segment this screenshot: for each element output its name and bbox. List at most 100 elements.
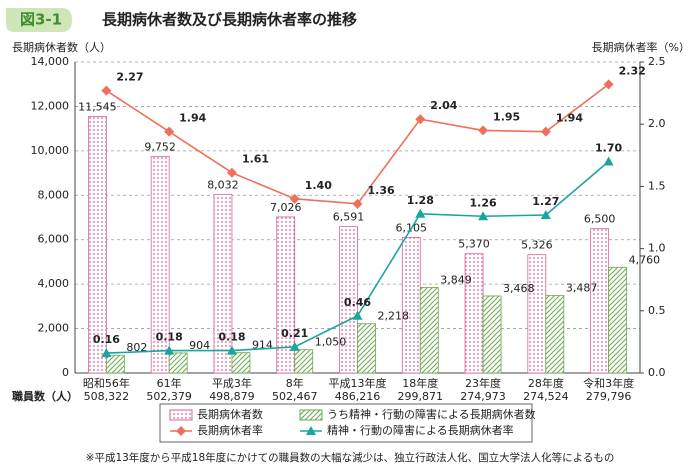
bar — [401, 236, 421, 374]
line-marker — [603, 156, 614, 166]
staff-count: 502,467 — [272, 390, 318, 403]
bar-value-label: 1,050 — [315, 336, 347, 349]
staff-count: 274,524 — [523, 390, 569, 403]
legend-marker — [306, 426, 316, 435]
bar — [294, 349, 314, 374]
line-marker — [289, 193, 300, 204]
legend-swatch — [299, 409, 323, 421]
x-tick-label: 28年度 — [528, 376, 564, 390]
bar — [357, 323, 376, 374]
y-tick-label: 6,000 — [38, 233, 70, 246]
footnote: ※平成13年度から平成18年度にかけての職員数の大幅な減少は、独立行政法人化、国… — [86, 451, 615, 464]
y-tick-label: 14,000 — [31, 55, 70, 68]
bar-value-label: 8,032 — [207, 179, 239, 192]
line-value-label: 0.21 — [281, 327, 308, 340]
x-tick-label: 18年度 — [402, 376, 438, 390]
bar — [105, 354, 125, 374]
bar — [213, 194, 233, 374]
legend-marker — [176, 426, 186, 436]
x-tick-label: 8年 — [286, 376, 304, 390]
chart-title: 長期病休者数及び長期病休者率の推移 — [102, 11, 357, 29]
legend-swatch — [169, 409, 193, 421]
bar-value-label: 2,218 — [378, 310, 410, 323]
line-value-label: 0.46 — [344, 296, 371, 309]
y2-tick-label: 2.0 — [648, 117, 666, 130]
bar-value-label: 904 — [189, 339, 210, 352]
staff-count: 502,379 — [146, 390, 192, 403]
line-value-label: 1.27 — [532, 195, 559, 208]
line-value-label: 0.16 — [93, 333, 120, 346]
line-marker — [164, 126, 175, 137]
bar — [276, 216, 296, 374]
line-marker — [226, 167, 237, 178]
bar — [482, 295, 502, 374]
line-marker — [603, 79, 614, 90]
line-marker — [352, 198, 363, 209]
line-value-label: 0.18 — [218, 331, 245, 344]
legend-box — [159, 403, 533, 443]
y2-tick-label: 0.5 — [648, 304, 666, 317]
bar-value-label: 4,760 — [629, 253, 661, 266]
staff-count: 508,322 — [84, 390, 130, 403]
figure-label: 図3-1 — [20, 11, 62, 29]
y-tick-label: 10,000 — [31, 144, 70, 157]
line-marker — [415, 208, 426, 218]
x-tick-label: 23年度 — [465, 376, 501, 390]
line-marker — [415, 114, 426, 125]
bar-value-label: 3,487 — [566, 282, 598, 295]
x-tick-label: 令和3年度 — [583, 376, 634, 390]
bar — [231, 352, 251, 374]
bar — [150, 155, 170, 374]
bar-value-label: 6,500 — [584, 213, 616, 226]
bar-value-label: 3,468 — [503, 282, 535, 295]
y-tick-label: 2,000 — [38, 322, 70, 335]
bar-value-label: 5,326 — [521, 239, 553, 252]
staff-count: 274,973 — [460, 390, 506, 403]
line-value-label: 0.18 — [156, 331, 183, 344]
x-tick-label: 平成3年 — [212, 376, 252, 390]
legend-label: 精神・行動の障害による長期病休者率 — [327, 423, 514, 437]
line-value-label: 1.26 — [469, 196, 496, 209]
line-marker — [226, 345, 237, 355]
y-tick-label: 12,000 — [31, 99, 70, 112]
y-axis-label: 長期病休者数（人） — [12, 40, 111, 54]
line-value-label: 1.40 — [305, 179, 332, 192]
line-value-label: 1.28 — [407, 194, 434, 207]
line-marker — [540, 210, 551, 220]
line-marker — [164, 345, 175, 355]
bar — [545, 295, 565, 374]
staff-count: 279,796 — [586, 390, 632, 403]
line-value-label: 1.36 — [368, 184, 395, 197]
bar — [590, 228, 610, 374]
line-value-label: 1.94 — [556, 112, 583, 125]
y-tick-label: 0 — [62, 366, 69, 379]
bar-value-label: 3,849 — [440, 273, 472, 286]
staff-label: 職員数（人） — [12, 389, 78, 403]
y-tick-label: 8,000 — [38, 188, 70, 201]
legend-label: 長期病休者率 — [197, 423, 263, 437]
line-marker — [289, 341, 300, 351]
line-value-label: 1.94 — [179, 112, 206, 125]
line-marker — [478, 211, 489, 221]
x-tick-label: 平成13年度 — [329, 376, 387, 390]
legend-label: うち精神・行動の障害による長期病休者数 — [327, 407, 536, 421]
bar — [527, 254, 547, 374]
line-value-label: 1.95 — [493, 110, 520, 123]
bar-value-label: 11,545 — [78, 101, 117, 114]
staff-count: 299,871 — [398, 390, 444, 403]
line-value-label: 2.32 — [619, 64, 646, 77]
x-tick-label: 61年 — [157, 376, 182, 390]
staff-count: 498,879 — [209, 390, 255, 403]
bar-value-label: 6,591 — [333, 211, 365, 224]
bar — [168, 352, 188, 374]
y-tick-label: 4,000 — [38, 277, 70, 290]
bar — [87, 116, 107, 374]
bar — [608, 266, 628, 374]
line-value-label: 2.04 — [430, 99, 457, 112]
line-marker — [352, 310, 363, 320]
bar — [419, 287, 439, 374]
bar — [464, 253, 484, 374]
line-marker — [101, 85, 112, 96]
line-value-label: 1.70 — [595, 142, 622, 155]
